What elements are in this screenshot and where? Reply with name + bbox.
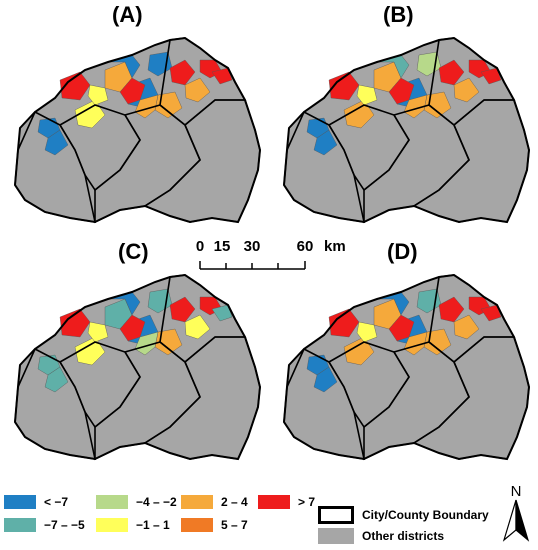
district-2 bbox=[59, 308, 91, 338]
legend-swatch-5-7 bbox=[181, 518, 213, 532]
district-8 bbox=[119, 314, 146, 342]
legend-item-gt7: > 7 bbox=[258, 495, 315, 509]
legend-label-boundary: City/County Boundary bbox=[362, 508, 489, 522]
district-2 bbox=[59, 71, 91, 101]
region-outline bbox=[13, 36, 262, 224]
district-14 bbox=[313, 366, 338, 393]
district-14 bbox=[313, 129, 338, 156]
legend-item-boundary: City/County Boundary bbox=[318, 506, 489, 524]
district-2 bbox=[328, 308, 360, 338]
district-10 bbox=[169, 59, 196, 86]
legend-label-5-7: 5 – 7 bbox=[221, 518, 248, 532]
district-14 bbox=[44, 129, 69, 156]
map-c bbox=[13, 273, 262, 461]
map-d bbox=[282, 273, 531, 461]
legend-label-minus7-minus5: −7 – −5 bbox=[44, 518, 85, 532]
panel-label-d: (D) bbox=[387, 239, 418, 264]
panel-label-b: (B) bbox=[383, 2, 414, 27]
legend-label-minus1-1: −1 – 1 bbox=[136, 518, 170, 532]
district-3 bbox=[74, 336, 106, 366]
legend-swatch-2-4 bbox=[181, 495, 213, 509]
district-2 bbox=[328, 71, 360, 101]
legend-label-minus4-minus2: −4 – −2 bbox=[136, 495, 177, 509]
panel-label-c: (C) bbox=[118, 239, 149, 264]
map-panel-d: (D) bbox=[269, 237, 538, 462]
map-panel-a: (A) bbox=[0, 0, 269, 225]
legend-label-2-4: 2 – 4 bbox=[221, 495, 248, 509]
district-7 bbox=[356, 84, 378, 106]
district-7 bbox=[87, 84, 109, 106]
region-outline bbox=[282, 273, 531, 461]
district-3 bbox=[343, 99, 375, 129]
district-10 bbox=[438, 59, 465, 86]
legend-swatch-minus4-minus2 bbox=[96, 495, 128, 509]
district-10 bbox=[169, 296, 196, 323]
legend-item-minus1-1: −1 – 1 bbox=[96, 518, 170, 532]
legend-swatch-boundary bbox=[318, 506, 354, 524]
district-12 bbox=[453, 77, 480, 103]
district-16 bbox=[480, 67, 502, 85]
district-16 bbox=[480, 304, 502, 322]
legend-item-minus4-minus2: −4 – −2 bbox=[96, 495, 177, 509]
region-outline bbox=[13, 273, 262, 461]
district-15 bbox=[403, 94, 428, 119]
region-outline bbox=[282, 36, 531, 224]
legend-item-lt-minus7: < −7 bbox=[4, 495, 68, 509]
map-panel-c: (C) bbox=[0, 237, 269, 462]
north-label: N bbox=[511, 483, 522, 500]
legend-swatch-gt7 bbox=[258, 495, 290, 509]
district-15 bbox=[134, 331, 159, 356]
legend-label-other: Other districts bbox=[362, 529, 445, 543]
district-8 bbox=[388, 314, 415, 342]
district-12 bbox=[184, 77, 211, 103]
legend-item-minus7-minus5: −7 – −5 bbox=[4, 518, 85, 532]
district-3 bbox=[74, 99, 106, 129]
district-8 bbox=[388, 77, 415, 105]
legend-swatch-lt-minus7 bbox=[4, 495, 36, 509]
map-b bbox=[282, 36, 531, 224]
legend-swatch-minus1-1 bbox=[96, 518, 128, 532]
district-16 bbox=[211, 67, 233, 85]
legend-label-gt7: > 7 bbox=[298, 495, 316, 509]
legend-swatch-other bbox=[318, 528, 354, 544]
district-16 bbox=[211, 304, 233, 322]
legend-swatch-minus7-minus5 bbox=[4, 518, 36, 532]
district-14 bbox=[44, 366, 69, 393]
map-panel-b: (B) bbox=[269, 0, 538, 225]
legend-item-2-4: 2 – 4 bbox=[181, 495, 248, 509]
legend-item-other: Other districts bbox=[318, 528, 444, 544]
district-3 bbox=[343, 336, 375, 366]
district-15 bbox=[403, 331, 428, 356]
north-arrow-icon: N bbox=[502, 483, 530, 542]
panel-label-a: (A) bbox=[112, 2, 143, 27]
district-8 bbox=[119, 77, 146, 105]
district-7 bbox=[87, 321, 109, 343]
district-10 bbox=[438, 296, 465, 323]
map-a bbox=[13, 36, 262, 224]
district-7 bbox=[356, 321, 378, 343]
district-12 bbox=[453, 314, 480, 340]
legend-item-5-7: 5 – 7 bbox=[181, 518, 248, 532]
district-15 bbox=[134, 94, 159, 119]
legend-label-lt-minus7: < −7 bbox=[44, 495, 69, 509]
district-12 bbox=[184, 314, 211, 340]
